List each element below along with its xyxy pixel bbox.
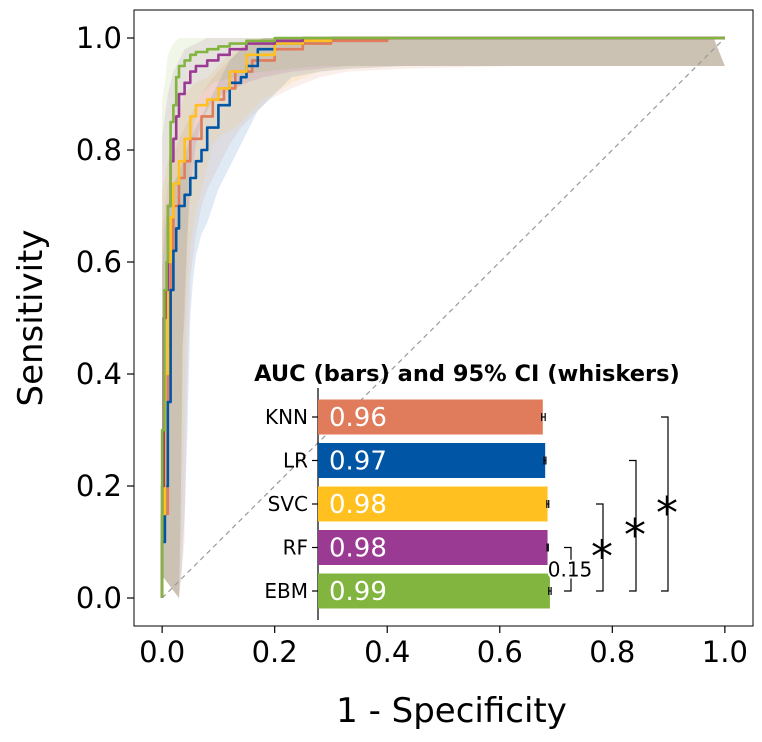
auc-bar-lr — [318, 443, 546, 478]
x-tick-label: 0.0 — [139, 635, 185, 669]
significance-star: * — [656, 488, 678, 539]
inset-category-label: EBM — [264, 579, 308, 603]
y-axis-label: Sensitivity — [11, 229, 51, 406]
auc-bar-rf — [318, 530, 548, 565]
y-tick-label: 0.6 — [76, 245, 122, 279]
roc-curve-svc — [160, 36, 725, 598]
significance-pvalue: 0.15 — [548, 557, 593, 581]
y-tick-label: 0.4 — [76, 357, 122, 391]
significance-star: * — [624, 510, 646, 561]
inset-category-label: KNN — [265, 405, 308, 429]
x-tick-label: 0.6 — [477, 635, 523, 669]
auc-value-label: 0.97 — [329, 447, 387, 477]
significance-bracket — [564, 546, 572, 592]
x-tick-label: 0.8 — [589, 635, 635, 669]
significance-bracket — [661, 416, 669, 592]
inset-category-label: RF — [283, 536, 308, 560]
auc-bar-ebm — [318, 573, 550, 609]
inset-category-label: SVC — [268, 492, 308, 516]
significance-bracket — [596, 503, 604, 592]
auc-bar-svc — [318, 486, 548, 522]
roc-curves — [160, 36, 725, 598]
inset-title: AUC (bars) and 95% CI (whiskers) — [254, 361, 680, 387]
x-tick-label: 0.4 — [364, 635, 410, 669]
inset-category-label: LR — [283, 449, 308, 473]
auc-value-label: 0.98 — [329, 534, 387, 564]
significance-star: * — [591, 532, 613, 583]
y-tick-label: 1.0 — [76, 21, 122, 55]
plot-frame — [133, 9, 754, 627]
y-axis-ticks: 0.0 0.2 0.4 0.6 0.8 1.0 — [76, 21, 134, 615]
y-tick-label: 0.0 — [76, 581, 122, 615]
y-tick-label: 0.2 — [76, 469, 122, 503]
roc-curve-ebm — [160, 36, 725, 598]
x-tick-label: 1.0 — [702, 635, 748, 669]
auc-value-label: 0.96 — [329, 403, 387, 433]
auc-value-label: 0.98 — [329, 490, 387, 520]
auc-inset: AUC (bars) and 95% CI (whiskers) KNN 0.96 L… — [254, 361, 680, 620]
reference-diagonal — [161, 37, 726, 599]
x-axis-ticks: 0.0 0.2 0.4 0.6 0.8 1.0 — [139, 626, 748, 669]
x-axis-label: 1 - Specificity — [336, 691, 567, 731]
roc-curve-knn — [160, 36, 725, 598]
significance-bracket — [629, 459, 637, 592]
auc-value-label: 0.99 — [329, 577, 387, 607]
y-tick-label: 0.8 — [76, 133, 122, 167]
chance-diagonal-line — [161, 37, 726, 599]
x-tick-label: 0.2 — [252, 635, 298, 669]
auc-bar-knn — [318, 399, 543, 435]
